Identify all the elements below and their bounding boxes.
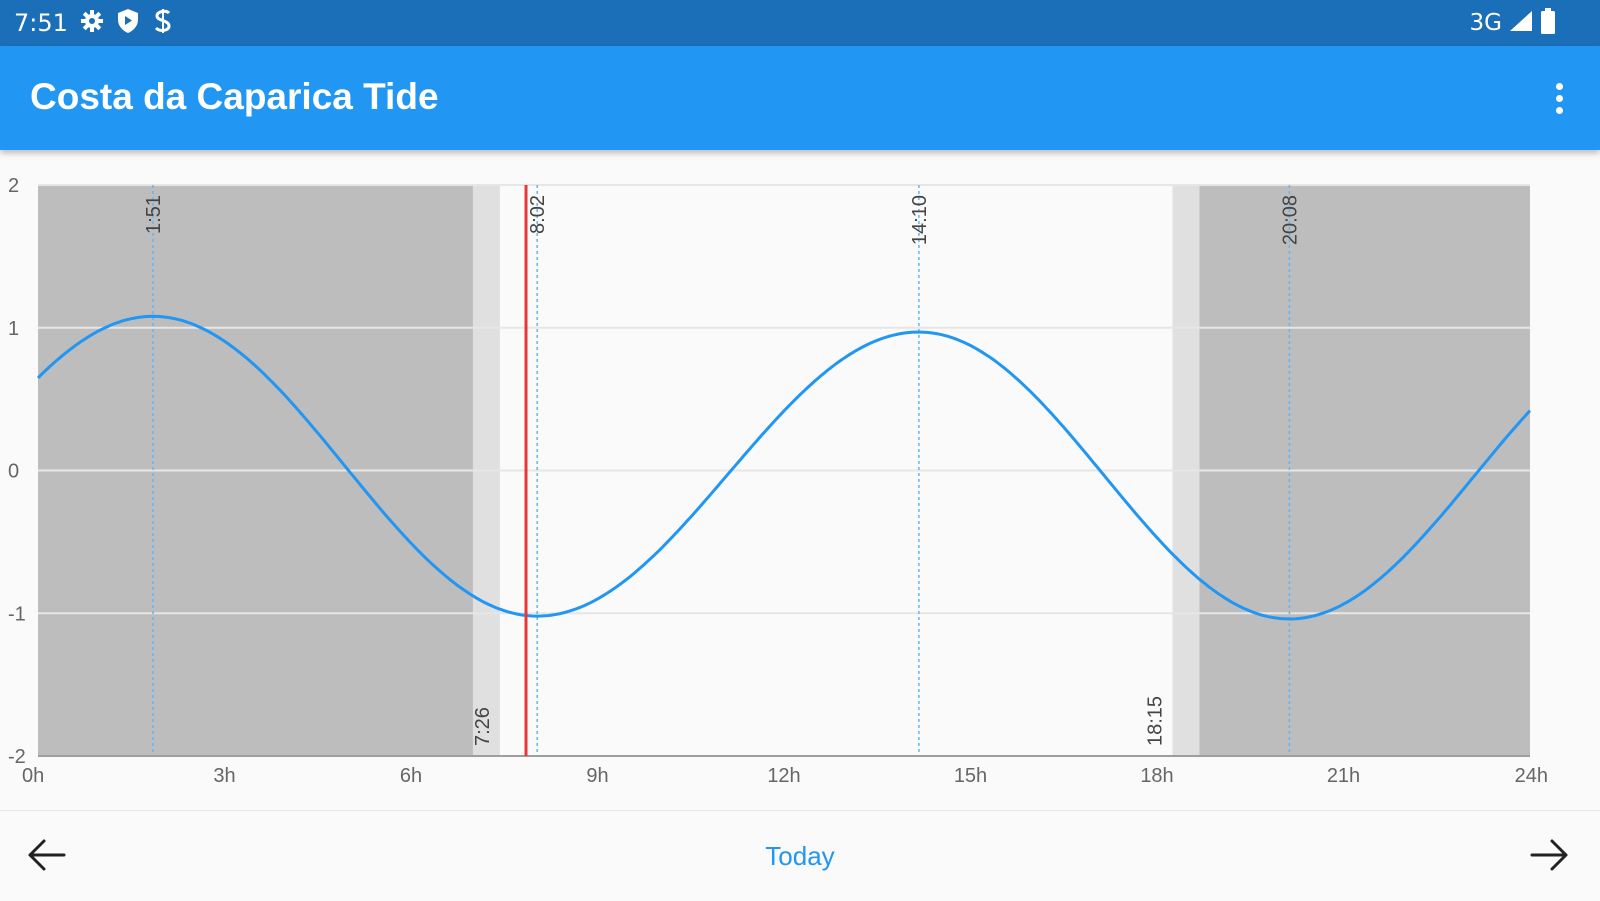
x-tick-label: 12h [767,765,800,787]
sunrise-label: 7:26 [472,707,494,746]
menu-dot [1555,106,1563,114]
status-left: 7:51 [14,0,174,46]
next-day-button[interactable] [1524,833,1578,877]
more-vert-icon[interactable] [1544,76,1574,120]
y-tick-label: 2 [8,175,19,197]
app-bar: Costa da Caparica Tide [0,46,1600,150]
shield-icon [116,8,140,38]
status-time: 7:51 [14,9,68,37]
bottom-bar: Today [0,810,1600,901]
sync-icon [152,8,174,38]
menu-dot [1555,82,1563,90]
tide-curve [36,314,1532,621]
y-tick-label: 1 [8,318,19,340]
x-tick-label: 15h [954,765,987,787]
previous-day-button[interactable] [24,833,78,877]
gear-icon [80,9,104,37]
x-tick-label: 24h [1515,765,1548,787]
battery-icon [1540,7,1556,39]
network-type: 3G [1469,10,1502,36]
tide-event-label: 1:51 [143,195,165,234]
signal-icon [1508,9,1534,37]
tide-event-label: 8:02 [527,195,549,234]
status-right: 3G [1470,0,1556,46]
x-tick-label: 6h [400,765,422,787]
status-bar: 7:51 3G [0,0,1600,46]
x-tick-label: 3h [213,765,235,787]
x-tick-label: 18h [1140,765,1173,787]
x-tick-label: 9h [586,765,608,787]
tide-event-label: 20:08 [1279,195,1301,245]
today-button[interactable]: Today [765,840,835,871]
sunset-label: 18:15 [1145,696,1167,746]
x-tick-label: 21h [1327,765,1360,787]
app-title: Costa da Caparica Tide [30,76,439,117]
tide-event-label: 14:10 [909,195,931,245]
arrow-right-icon [1530,839,1568,871]
y-tick-label: -1 [8,603,26,625]
arrow-left-icon [28,839,66,871]
y-tick-label: 0 [8,461,19,483]
y-tick-label: -2 [8,746,26,768]
menu-dot [1555,94,1563,102]
x-tick-label: 0h [22,765,44,787]
tide-chart: 2 1 0 -1 -20h 3h 6h 9h 12h 15h 18h 21h 24h 1:51 8:02 14… [8,175,1548,787]
